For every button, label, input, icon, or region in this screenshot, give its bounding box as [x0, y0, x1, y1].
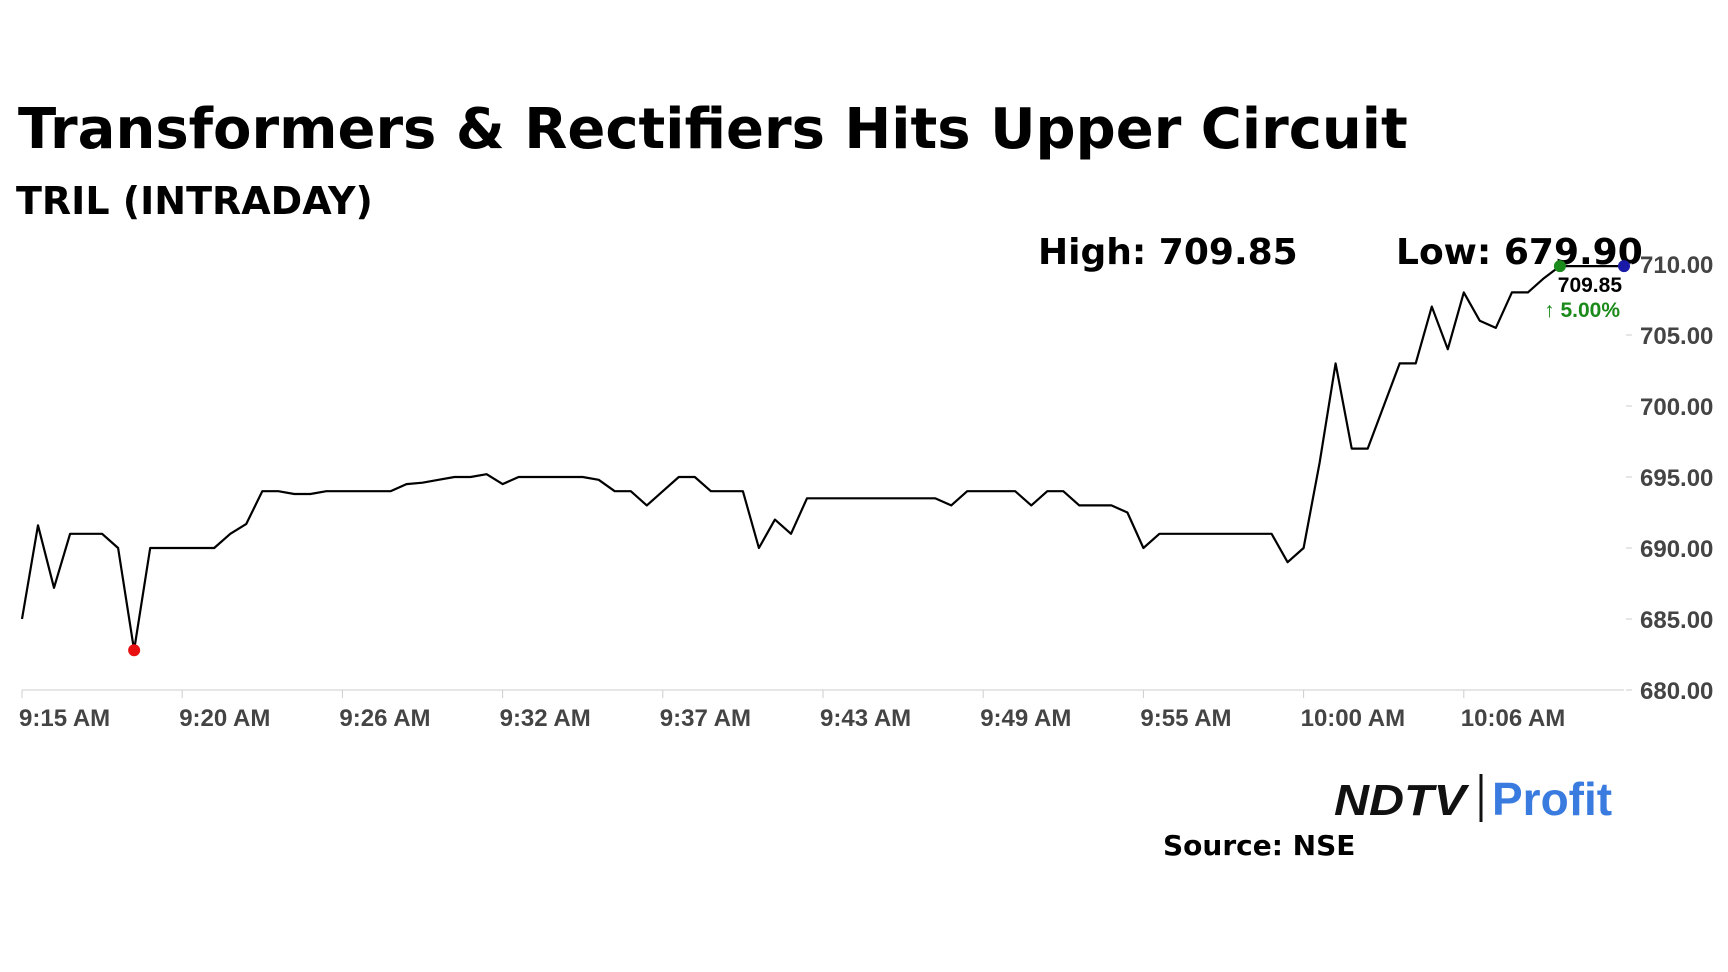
x-tick-label: 9:26 AM [339, 705, 430, 732]
price-line [20, 265, 1624, 652]
y-tick-label: 700.00 [1640, 394, 1713, 421]
chart-title: Transformers & Rectifiers Hits Upper Cir… [18, 97, 1408, 162]
y-tick-label: 680.00 [1640, 678, 1713, 705]
x-tick-label: 9:20 AM [179, 705, 270, 732]
high-marker [1553, 260, 1566, 273]
y-tick-label: 685.00 [1640, 607, 1713, 634]
change-label: ↑ 5.00% [1544, 299, 1620, 322]
x-tick-label: 9:15 AM [19, 705, 110, 732]
x-tick-label: 9:37 AM [660, 705, 751, 732]
x-tick-label: 10:06 AM [1461, 705, 1565, 732]
x-tick-label: 9:55 AM [1140, 705, 1231, 732]
x-tick-label: 9:49 AM [980, 705, 1071, 732]
x-tick-label: 9:32 AM [500, 705, 591, 732]
high-label: High: 709.85 [1038, 232, 1298, 273]
y-tick-label: 690.00 [1640, 536, 1713, 563]
logo-profit: Profit [1492, 773, 1612, 825]
x-tick-label: 10:00 AM [1301, 705, 1405, 732]
y-tick-label: 705.00 [1640, 323, 1713, 350]
source: Source: NSE [1163, 829, 1355, 862]
logo-ndtv: NDTV [1334, 776, 1470, 825]
chart-subtitle: TRIL (INTRADAY) [16, 179, 373, 223]
low-marker [128, 644, 141, 657]
y-tick-label: 710.00 [1640, 252, 1713, 279]
y-tick-label: 695.00 [1640, 465, 1713, 492]
x-tick-label: 9:43 AM [820, 705, 911, 732]
last-marker [1618, 260, 1630, 273]
last-label: 709.85 [1558, 274, 1623, 297]
